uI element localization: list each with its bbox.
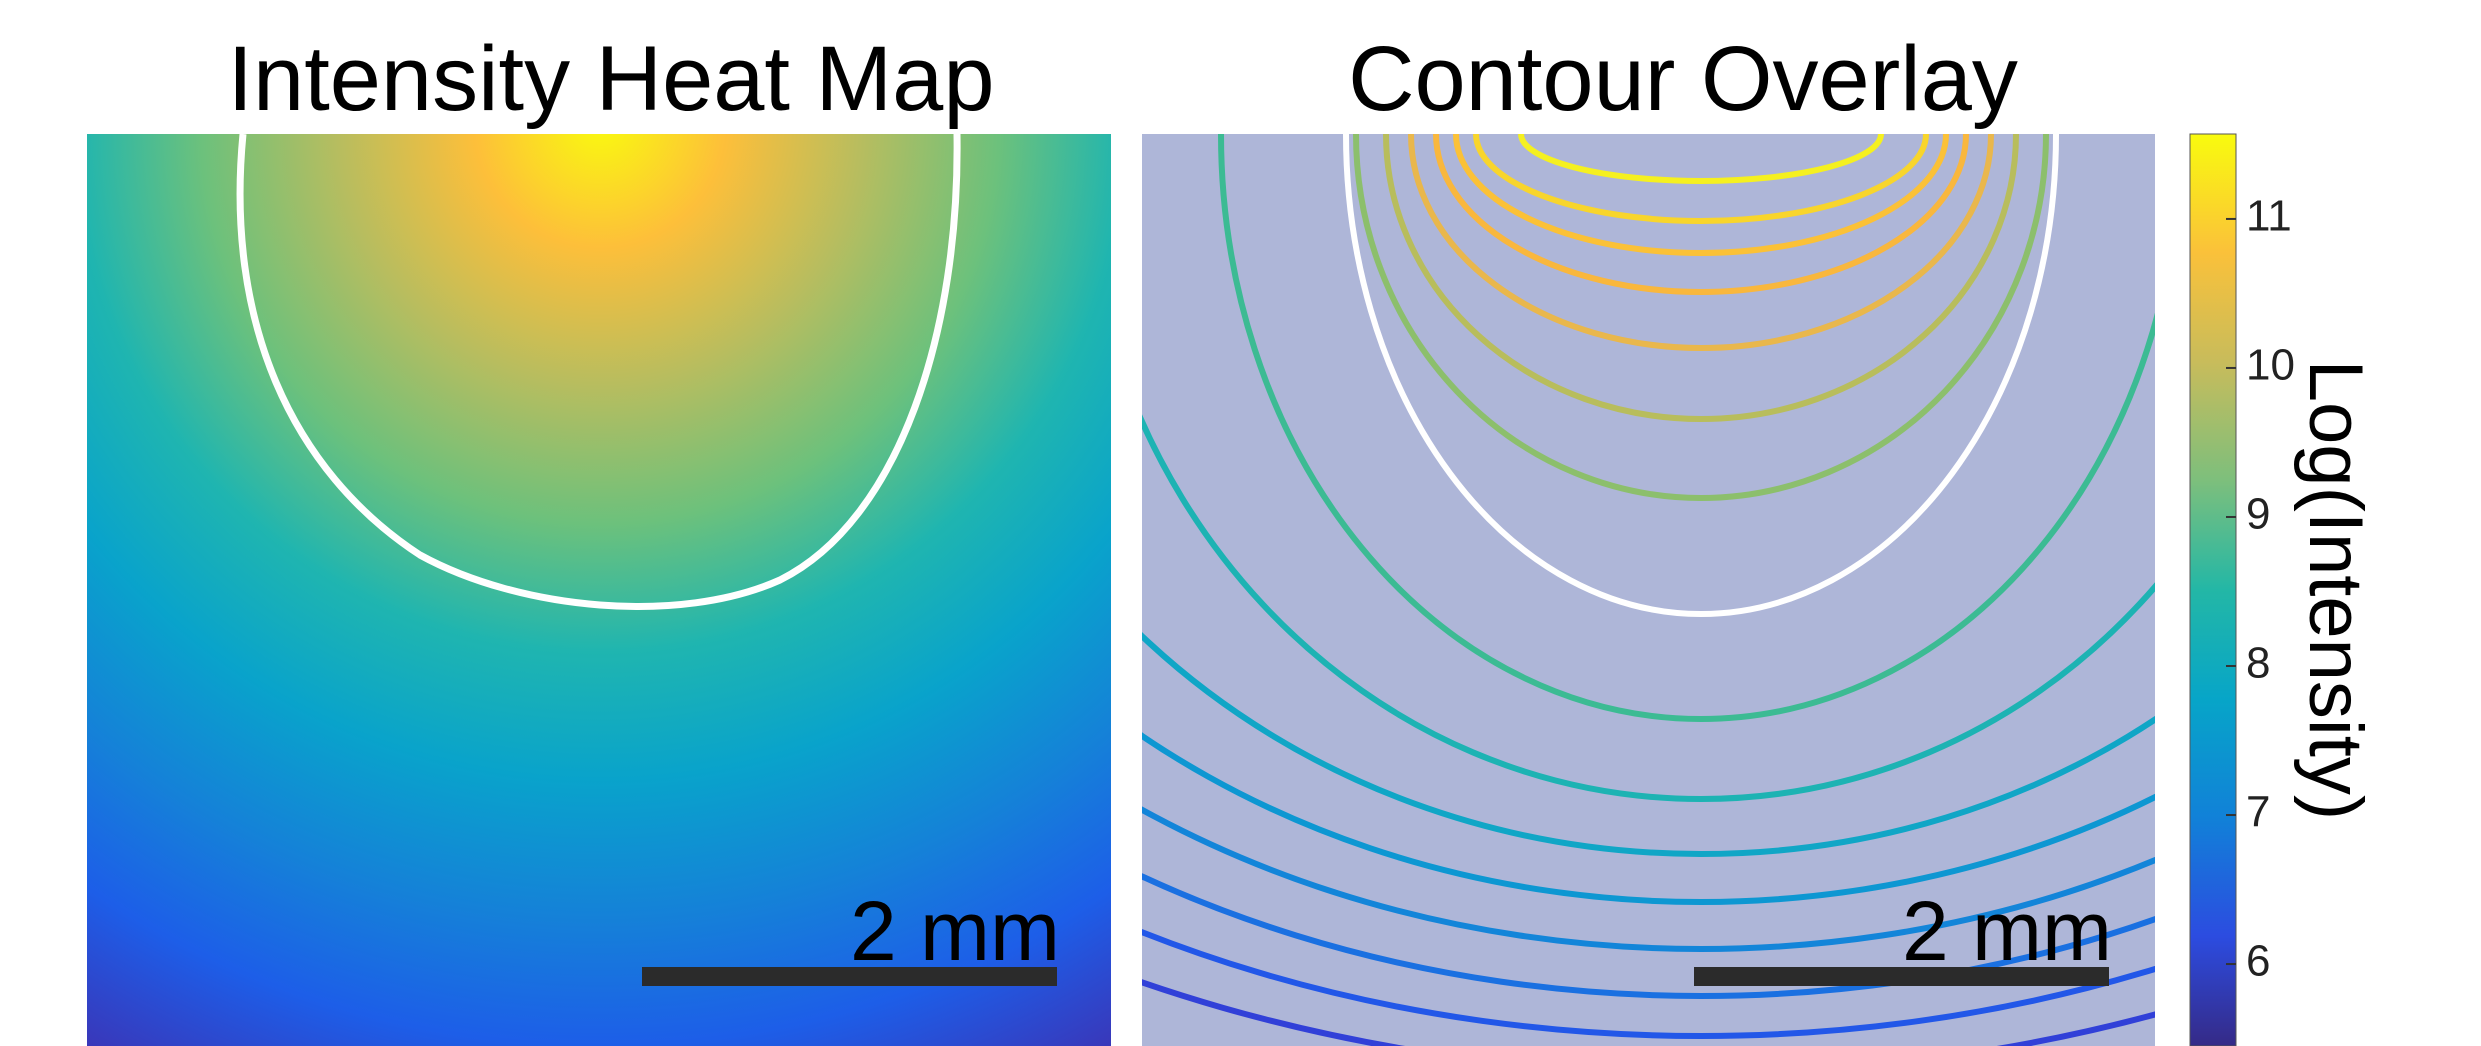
colorbar-label: Log(Intensity) — [2293, 360, 2378, 820]
figure: Intensity Heat Map Contour Overlay 2 mm … — [0, 0, 2481, 1046]
tick-label: 9 — [2246, 490, 2270, 539]
scale-bar-label: 2 mm — [1902, 884, 2112, 978]
page: Intensity Heat Map Contour Overlay 2 mm … — [0, 0, 2481, 1046]
tick-label: 8 — [2246, 639, 2270, 688]
tick-label: 6 — [2246, 937, 2270, 986]
panel-title: Contour Overlay — [1348, 28, 2018, 130]
scale-bar-label: 2 mm — [850, 884, 1060, 978]
tick-label: 7 — [2246, 788, 2270, 837]
colorbar — [2190, 134, 2236, 1046]
tick-label: 10 — [2246, 341, 2295, 390]
panel-title: Intensity Heat Map — [227, 28, 994, 130]
tick-label: 11 — [2246, 192, 2292, 241]
